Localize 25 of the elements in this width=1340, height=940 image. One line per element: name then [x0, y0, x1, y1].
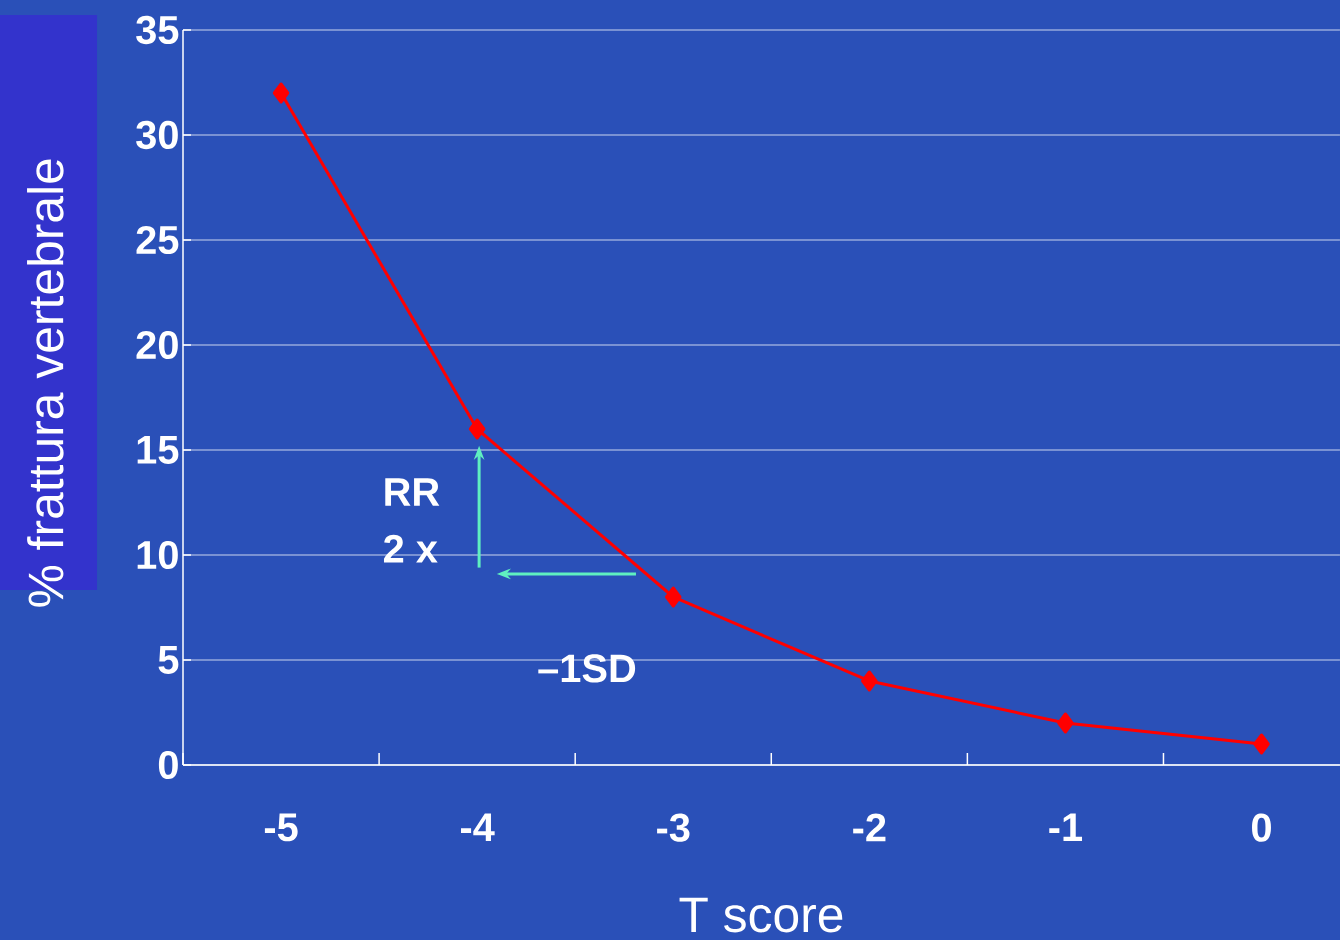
- y-tick-label: 25: [136, 225, 179, 255]
- x-axis-title: T score: [679, 897, 843, 933]
- x-tick-label: 0: [1252, 813, 1271, 842]
- y-tick-label: 15: [137, 436, 179, 464]
- x-tick-label: -2: [853, 813, 886, 842]
- y-axis-title: % frattura vertebrale: [27, 159, 64, 607]
- y-tick-label: 5: [158, 646, 179, 674]
- annotation: –1SD: [538, 654, 636, 683]
- point: [1057, 712, 1074, 734]
- point: [468, 418, 486, 440]
- annotation: 2 x: [383, 534, 438, 563]
- x-tick-label: -5: [264, 813, 298, 842]
- point: [1253, 733, 1270, 755]
- y-tick-label: 10: [137, 540, 178, 570]
- y-tick-label: 0: [158, 750, 178, 780]
- y-tick-label: 30: [136, 120, 178, 150]
- y-tick-label: 35: [136, 15, 179, 45]
- x-tick-label: -4: [460, 813, 495, 841]
- x-tick-label: -3: [657, 813, 690, 842]
- point: [664, 586, 682, 608]
- x-tick-label: -1: [1049, 813, 1083, 841]
- point: [861, 670, 878, 692]
- y-tick-label: 20: [136, 330, 178, 360]
- point: [272, 82, 290, 104]
- annotation: RR: [385, 478, 440, 506]
